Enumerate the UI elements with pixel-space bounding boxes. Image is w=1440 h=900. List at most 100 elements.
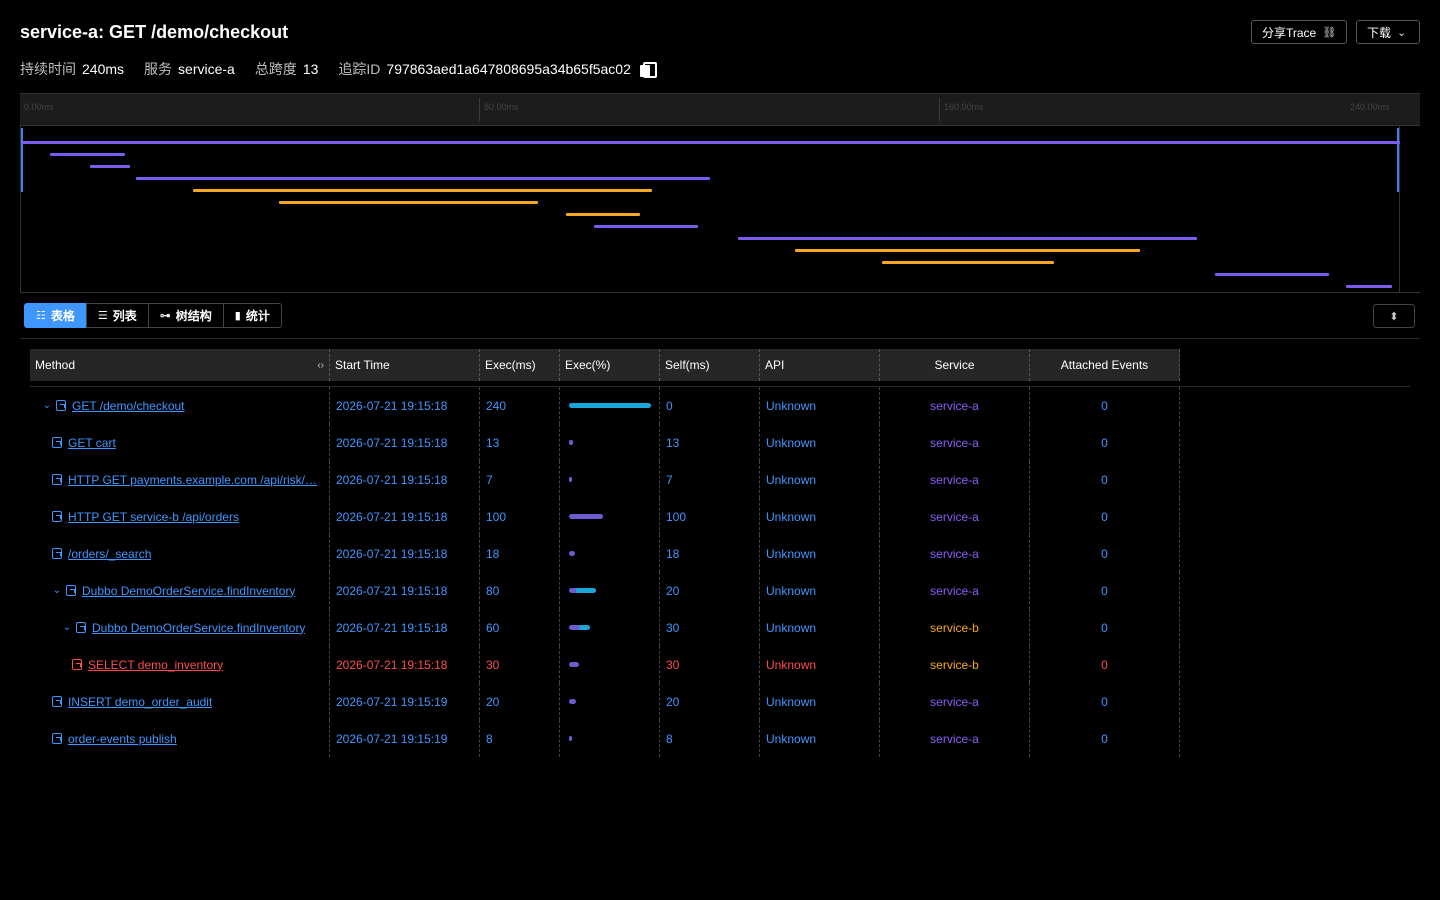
tab-tree[interactable]: ⊶ 树结构: [147, 303, 224, 328]
tab-label: 表格: [50, 309, 75, 323]
copy-icon[interactable]: [639, 61, 657, 78]
exec-pct-cell: [560, 535, 660, 572]
table-row[interactable]: INSERT demo_order_audit 2026-07-21 19:15:…: [30, 683, 1180, 720]
api-cell: Unknown: [760, 609, 880, 646]
table-row[interactable]: order-events publish 2026-07-21 19:15:19 8…: [30, 720, 1180, 757]
api-value: Unknown: [766, 546, 817, 561]
exit-span-icon: [52, 696, 62, 707]
method-cell: order-events publish: [30, 720, 330, 757]
tick-label: 240.00ms: [1350, 102, 1390, 112]
chevron-down-icon[interactable]: ⌄: [52, 585, 62, 596]
minimap-handle-left[interactable]: [21, 128, 23, 192]
tick-label: 0.00ms: [24, 102, 54, 112]
exec-pct-bar: [569, 477, 572, 482]
events-value: 0: [1101, 657, 1108, 672]
chevron-down-icon[interactable]: ⌄: [62, 622, 72, 633]
column-header[interactable]: Exec(%): [560, 349, 660, 381]
method-link[interactable]: HTTP GET service-b /api/orders: [68, 509, 239, 524]
tab-label: 列表: [112, 309, 137, 323]
exec-pct-bar: [569, 662, 580, 667]
exec-pct-bar: [569, 699, 576, 704]
spans-value: 13: [302, 61, 319, 77]
chevron-down-icon[interactable]: ⌄: [42, 400, 52, 411]
column-header[interactable]: Start Time: [330, 349, 480, 381]
table-row[interactable]: SELECT demo_inventory 2026-07-21 19:15:18…: [30, 646, 1180, 683]
start-time-cell: 2026-07-21 19:15:18: [330, 461, 480, 498]
column-header[interactable]: API: [760, 349, 880, 381]
method-link[interactable]: /orders/_search: [68, 546, 152, 561]
table-row[interactable]: HTTP GET payments.example.com /api/risk/…: [30, 461, 1180, 498]
service-cell: service-a: [880, 461, 1030, 498]
tab-bar-chart[interactable]: ▮ 统计: [222, 303, 282, 328]
service-cell: service-a: [880, 498, 1030, 535]
column-header[interactable]: Method ‹›: [30, 349, 330, 381]
share-trace-label: 分享Trace: [1262, 25, 1317, 40]
table-row[interactable]: ⌄ Dubbo DemoOrderService.findInventory 202…: [30, 609, 1180, 646]
table-row[interactable]: ⌄ Dubbo DemoOrderService.findInventory 202…: [30, 572, 1180, 609]
self-ms-value: 20: [666, 694, 680, 709]
expand-collapse-button[interactable]: ⬍: [1373, 304, 1415, 328]
column-header[interactable]: Exec(ms): [480, 349, 560, 381]
self-ms-value: 18: [666, 546, 680, 561]
exit-span-icon: [52, 511, 62, 522]
trace-id-value: 797863aed1a647808695a34b65f5ac02: [386, 61, 631, 77]
timeline-minimap[interactable]: [20, 126, 1400, 292]
service-label: 服务: [144, 61, 173, 77]
exec-pct-cell: [560, 461, 660, 498]
exec-pct-fill: [575, 588, 597, 593]
minimap-span-bar: [135, 177, 710, 180]
exec-pct-bar: [569, 588, 597, 593]
method-link[interactable]: GET /demo/checkout: [72, 398, 185, 413]
method-link[interactable]: Dubbo DemoOrderService.findInventory: [82, 583, 296, 598]
method-link[interactable]: order-events publish: [68, 731, 177, 746]
timeline-ruler[interactable]: 0.00ms 80.00ms 160.00ms 240.00ms: [20, 93, 1420, 126]
page-title: service-a: GET /demo/checkout: [20, 22, 289, 42]
minimap-handle-right[interactable]: [1397, 128, 1399, 192]
start-time-value: 2026-07-21 19:15:18: [336, 583, 448, 598]
events-value: 0: [1101, 435, 1108, 450]
exec-ms-cell: 240: [480, 387, 560, 424]
exec-ms-value: 7: [486, 472, 493, 487]
self-ms-cell: 20: [660, 683, 760, 720]
exec-ms-cell: 18: [480, 535, 560, 572]
exit-span-icon: [72, 659, 82, 670]
table-row[interactable]: /orders/_search 2026-07-21 19:15:18 18 18 Un…: [30, 535, 1180, 572]
start-time-value: 2026-07-21 19:15:18: [336, 472, 448, 487]
self-ms-cell: 20: [660, 572, 760, 609]
minimap-span-bar: [795, 249, 1140, 252]
table-row[interactable]: ⌄ GET /demo/checkout 2026-07-21 19:15:18 24…: [30, 387, 1180, 424]
column-header[interactable]: Service: [880, 349, 1030, 381]
self-ms-value: 0: [666, 398, 673, 413]
method-link[interactable]: HTTP GET payments.example.com /api/risk/…: [68, 472, 317, 487]
tab-label: 统计: [245, 309, 270, 323]
method-link[interactable]: INSERT demo_order_audit: [68, 694, 213, 709]
start-time-cell: 2026-07-21 19:15:18: [330, 387, 480, 424]
table-row[interactable]: HTTP GET service-b /api/orders 2026-07-21…: [30, 498, 1180, 535]
method-link[interactable]: GET cart: [68, 435, 116, 450]
self-ms-value: 8: [666, 731, 673, 746]
table-row[interactable]: GET cart 2026-07-21 19:15:18 13 13 Unknown se…: [30, 424, 1180, 461]
column-header[interactable]: Attached Events: [1030, 349, 1180, 381]
method-link[interactable]: SELECT demo_inventory: [88, 657, 224, 672]
column-header[interactable]: Self(ms): [660, 349, 760, 381]
exit-span-icon: [52, 548, 62, 559]
method-link[interactable]: Dubbo DemoOrderService.findInventory: [92, 620, 306, 635]
resize-handle-icon[interactable]: ‹›: [317, 359, 324, 371]
exec-pct-bar: [569, 403, 651, 408]
service-value: service-b: [930, 620, 979, 635]
chevron-down-icon: ⌄: [1397, 26, 1407, 39]
table-icon: ☷: [36, 310, 46, 322]
service-value: service-a: [930, 731, 979, 746]
share-trace-button[interactable]: 分享Trace ⛓: [1251, 20, 1348, 44]
service-cell: service-a: [880, 535, 1030, 572]
download-button[interactable]: 下载 ⌄: [1356, 20, 1420, 44]
self-ms-cell: 100: [660, 498, 760, 535]
divider: [30, 386, 1410, 387]
method-cell: HTTP GET payments.example.com /api/risk/…: [30, 461, 330, 498]
tab-table[interactable]: ☷ 表格: [24, 303, 87, 328]
api-value: Unknown: [766, 435, 817, 450]
exec-pct-cell: [560, 609, 660, 646]
column-header-label: Exec(ms): [485, 358, 536, 372]
minimap-span-bar: [565, 213, 641, 216]
tab-list[interactable]: ☰ 列表: [85, 303, 149, 328]
